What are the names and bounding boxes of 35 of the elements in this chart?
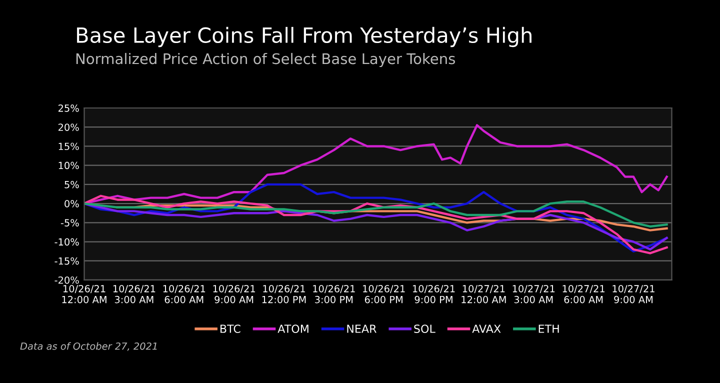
x-tick-label: 10/26/21 6:00 PM [363, 285, 405, 304]
y-tick-label: -10% [54, 238, 79, 246]
legend-label: ATOM [278, 324, 308, 333]
x-tick-label: 10/26/21 3:00 AM [113, 285, 156, 304]
line-series [84, 194, 668, 254]
legend-label: SOL [414, 324, 436, 333]
x-tick-label: 10/26/21 12:00 PM [262, 285, 306, 304]
x-tick-label: 10/26/21 9:00 PM [412, 285, 455, 304]
x-tick-label: 10/27/21 9:00 AM [612, 285, 654, 304]
legend-label: ETH [538, 324, 559, 333]
y-tick-label: 20% [58, 124, 79, 131]
legend-label: NEAR [347, 324, 376, 333]
x-tick-label: 10/26/21 12:00 AM [62, 285, 106, 304]
y-tick-label: 15% [58, 142, 79, 150]
chart-subtitle: Normalized Price Action of Select Base Layer Tokens [76, 52, 455, 68]
y-tick-label: 25% [58, 104, 79, 112]
x-tick-label: 10/26/21 9:00 AM [213, 285, 255, 304]
y-tick-label: -20% [54, 276, 79, 284]
chart-title: Base Layer Coins Fall From Yesterday’s High [77, 26, 532, 48]
legend-label: BTC [220, 324, 240, 333]
x-tick-label: 10/27/21 3:00 AM [512, 285, 555, 304]
y-tick-label: 10% [58, 162, 79, 170]
x-tick-label: 10/26/21 6:00 AM [163, 285, 206, 304]
x-tick-label: 10/26/21 3:00 PM [313, 285, 355, 304]
x-tick-label: 10/27/21 12:00 AM [462, 285, 506, 304]
legend-label: AVAX [472, 324, 501, 333]
line-series [84, 200, 668, 228]
text: Data as of October 27, 2021 [20, 342, 157, 351]
y-tick-label: -15% [54, 257, 79, 265]
y-tick-label: 0% [64, 200, 79, 208]
x-tick-label: 10/27/21 6:00 AM [562, 285, 604, 304]
line-series [84, 183, 668, 252]
y-tick-label: 5% [64, 180, 79, 188]
line-series [84, 202, 668, 251]
y-tick-label: -5% [60, 219, 79, 226]
